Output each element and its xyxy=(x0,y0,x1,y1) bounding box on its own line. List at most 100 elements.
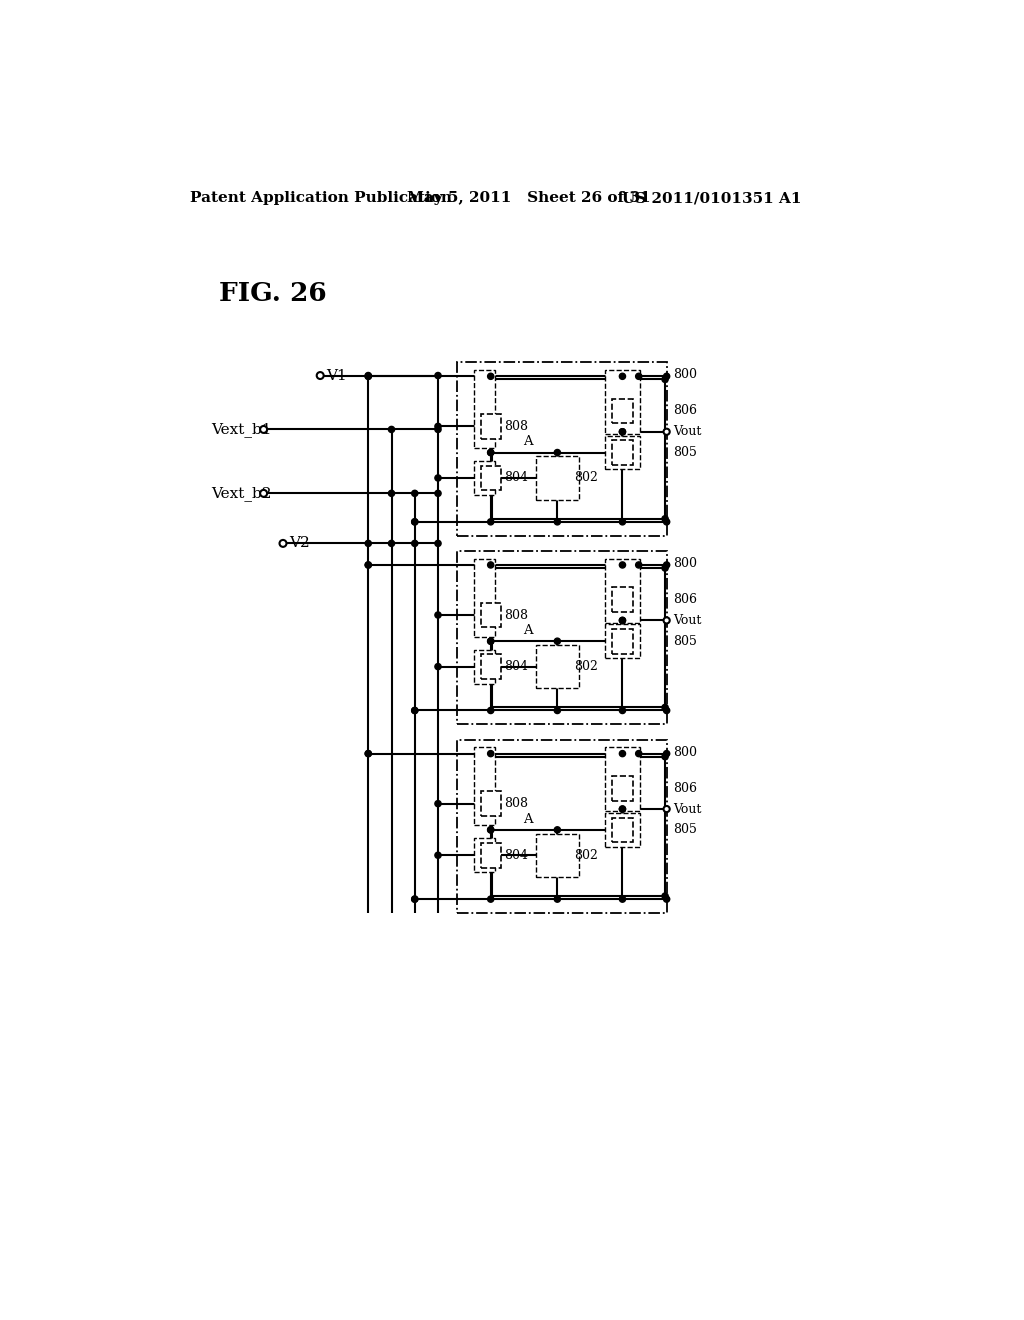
Text: V2: V2 xyxy=(289,536,310,550)
Circle shape xyxy=(280,540,287,546)
Circle shape xyxy=(620,618,626,623)
Bar xyxy=(474,649,495,684)
Circle shape xyxy=(664,807,670,812)
Circle shape xyxy=(487,638,494,644)
Circle shape xyxy=(366,540,372,546)
Circle shape xyxy=(620,807,626,812)
Circle shape xyxy=(487,519,494,525)
Bar xyxy=(536,834,579,876)
Circle shape xyxy=(620,618,626,623)
Text: Patent Application Publication: Patent Application Publication xyxy=(190,191,452,206)
Circle shape xyxy=(366,562,372,568)
Circle shape xyxy=(435,372,441,379)
Bar xyxy=(474,747,495,825)
Circle shape xyxy=(412,519,418,525)
Bar xyxy=(536,457,579,499)
Circle shape xyxy=(435,426,441,433)
Bar xyxy=(480,466,501,490)
Circle shape xyxy=(620,519,626,525)
Text: 806: 806 xyxy=(673,404,696,417)
Bar xyxy=(536,645,579,688)
Circle shape xyxy=(412,519,418,525)
Bar xyxy=(612,399,633,424)
Circle shape xyxy=(664,562,670,568)
Circle shape xyxy=(662,894,669,899)
Circle shape xyxy=(662,754,669,760)
Bar xyxy=(474,370,495,447)
Circle shape xyxy=(487,708,494,714)
Bar xyxy=(458,739,667,913)
Circle shape xyxy=(662,516,669,521)
Bar xyxy=(480,603,501,627)
Bar xyxy=(612,441,633,465)
Circle shape xyxy=(388,490,394,496)
Circle shape xyxy=(487,450,494,455)
Circle shape xyxy=(388,540,394,546)
Text: 800: 800 xyxy=(673,557,696,570)
Circle shape xyxy=(620,429,626,434)
Circle shape xyxy=(435,424,441,429)
Circle shape xyxy=(662,376,669,383)
Text: 800: 800 xyxy=(673,746,696,759)
Circle shape xyxy=(412,896,418,903)
Text: A: A xyxy=(523,624,532,638)
Circle shape xyxy=(554,450,560,455)
Circle shape xyxy=(554,826,560,833)
Bar xyxy=(605,436,640,470)
Text: 800: 800 xyxy=(673,368,696,381)
Bar xyxy=(605,624,640,659)
Circle shape xyxy=(664,519,670,525)
Text: FIG. 26: FIG. 26 xyxy=(219,281,327,306)
Circle shape xyxy=(554,638,560,644)
Circle shape xyxy=(487,896,494,903)
Text: 804: 804 xyxy=(504,660,528,673)
Circle shape xyxy=(412,708,418,714)
Circle shape xyxy=(664,751,670,756)
Circle shape xyxy=(636,374,642,379)
Text: Vout: Vout xyxy=(673,614,701,627)
Circle shape xyxy=(620,751,626,756)
Circle shape xyxy=(260,426,267,433)
Text: A: A xyxy=(523,436,532,449)
Circle shape xyxy=(487,374,494,379)
Circle shape xyxy=(435,475,441,480)
Circle shape xyxy=(664,618,670,623)
Text: Vout: Vout xyxy=(673,803,701,816)
Circle shape xyxy=(620,708,626,714)
Circle shape xyxy=(662,705,669,710)
Text: 806: 806 xyxy=(673,593,696,606)
Circle shape xyxy=(412,708,418,714)
Circle shape xyxy=(366,562,372,568)
Circle shape xyxy=(435,612,441,618)
Circle shape xyxy=(487,450,494,455)
Bar xyxy=(612,587,633,612)
Circle shape xyxy=(435,664,441,669)
Circle shape xyxy=(388,426,394,433)
Bar xyxy=(480,655,501,678)
Text: 806: 806 xyxy=(673,781,696,795)
Circle shape xyxy=(435,853,441,858)
Bar xyxy=(605,558,640,623)
Bar xyxy=(612,628,633,653)
Bar xyxy=(605,370,640,434)
Text: 805: 805 xyxy=(673,824,696,837)
Circle shape xyxy=(620,807,626,812)
Circle shape xyxy=(366,751,372,756)
Text: 808: 808 xyxy=(504,420,528,433)
Text: Vout: Vout xyxy=(673,425,701,438)
Circle shape xyxy=(435,800,441,807)
Circle shape xyxy=(664,708,670,714)
Circle shape xyxy=(366,374,372,379)
Circle shape xyxy=(260,490,267,496)
Text: 804: 804 xyxy=(504,471,528,484)
Circle shape xyxy=(487,638,494,644)
Circle shape xyxy=(412,896,418,903)
Text: 802: 802 xyxy=(574,471,598,484)
Circle shape xyxy=(366,374,372,379)
Circle shape xyxy=(664,374,670,379)
Bar xyxy=(474,558,495,636)
Circle shape xyxy=(554,519,560,525)
Text: May 5, 2011   Sheet 26 of 31: May 5, 2011 Sheet 26 of 31 xyxy=(407,191,650,206)
Text: Vext_b1: Vext_b1 xyxy=(211,422,271,437)
Circle shape xyxy=(620,896,626,903)
